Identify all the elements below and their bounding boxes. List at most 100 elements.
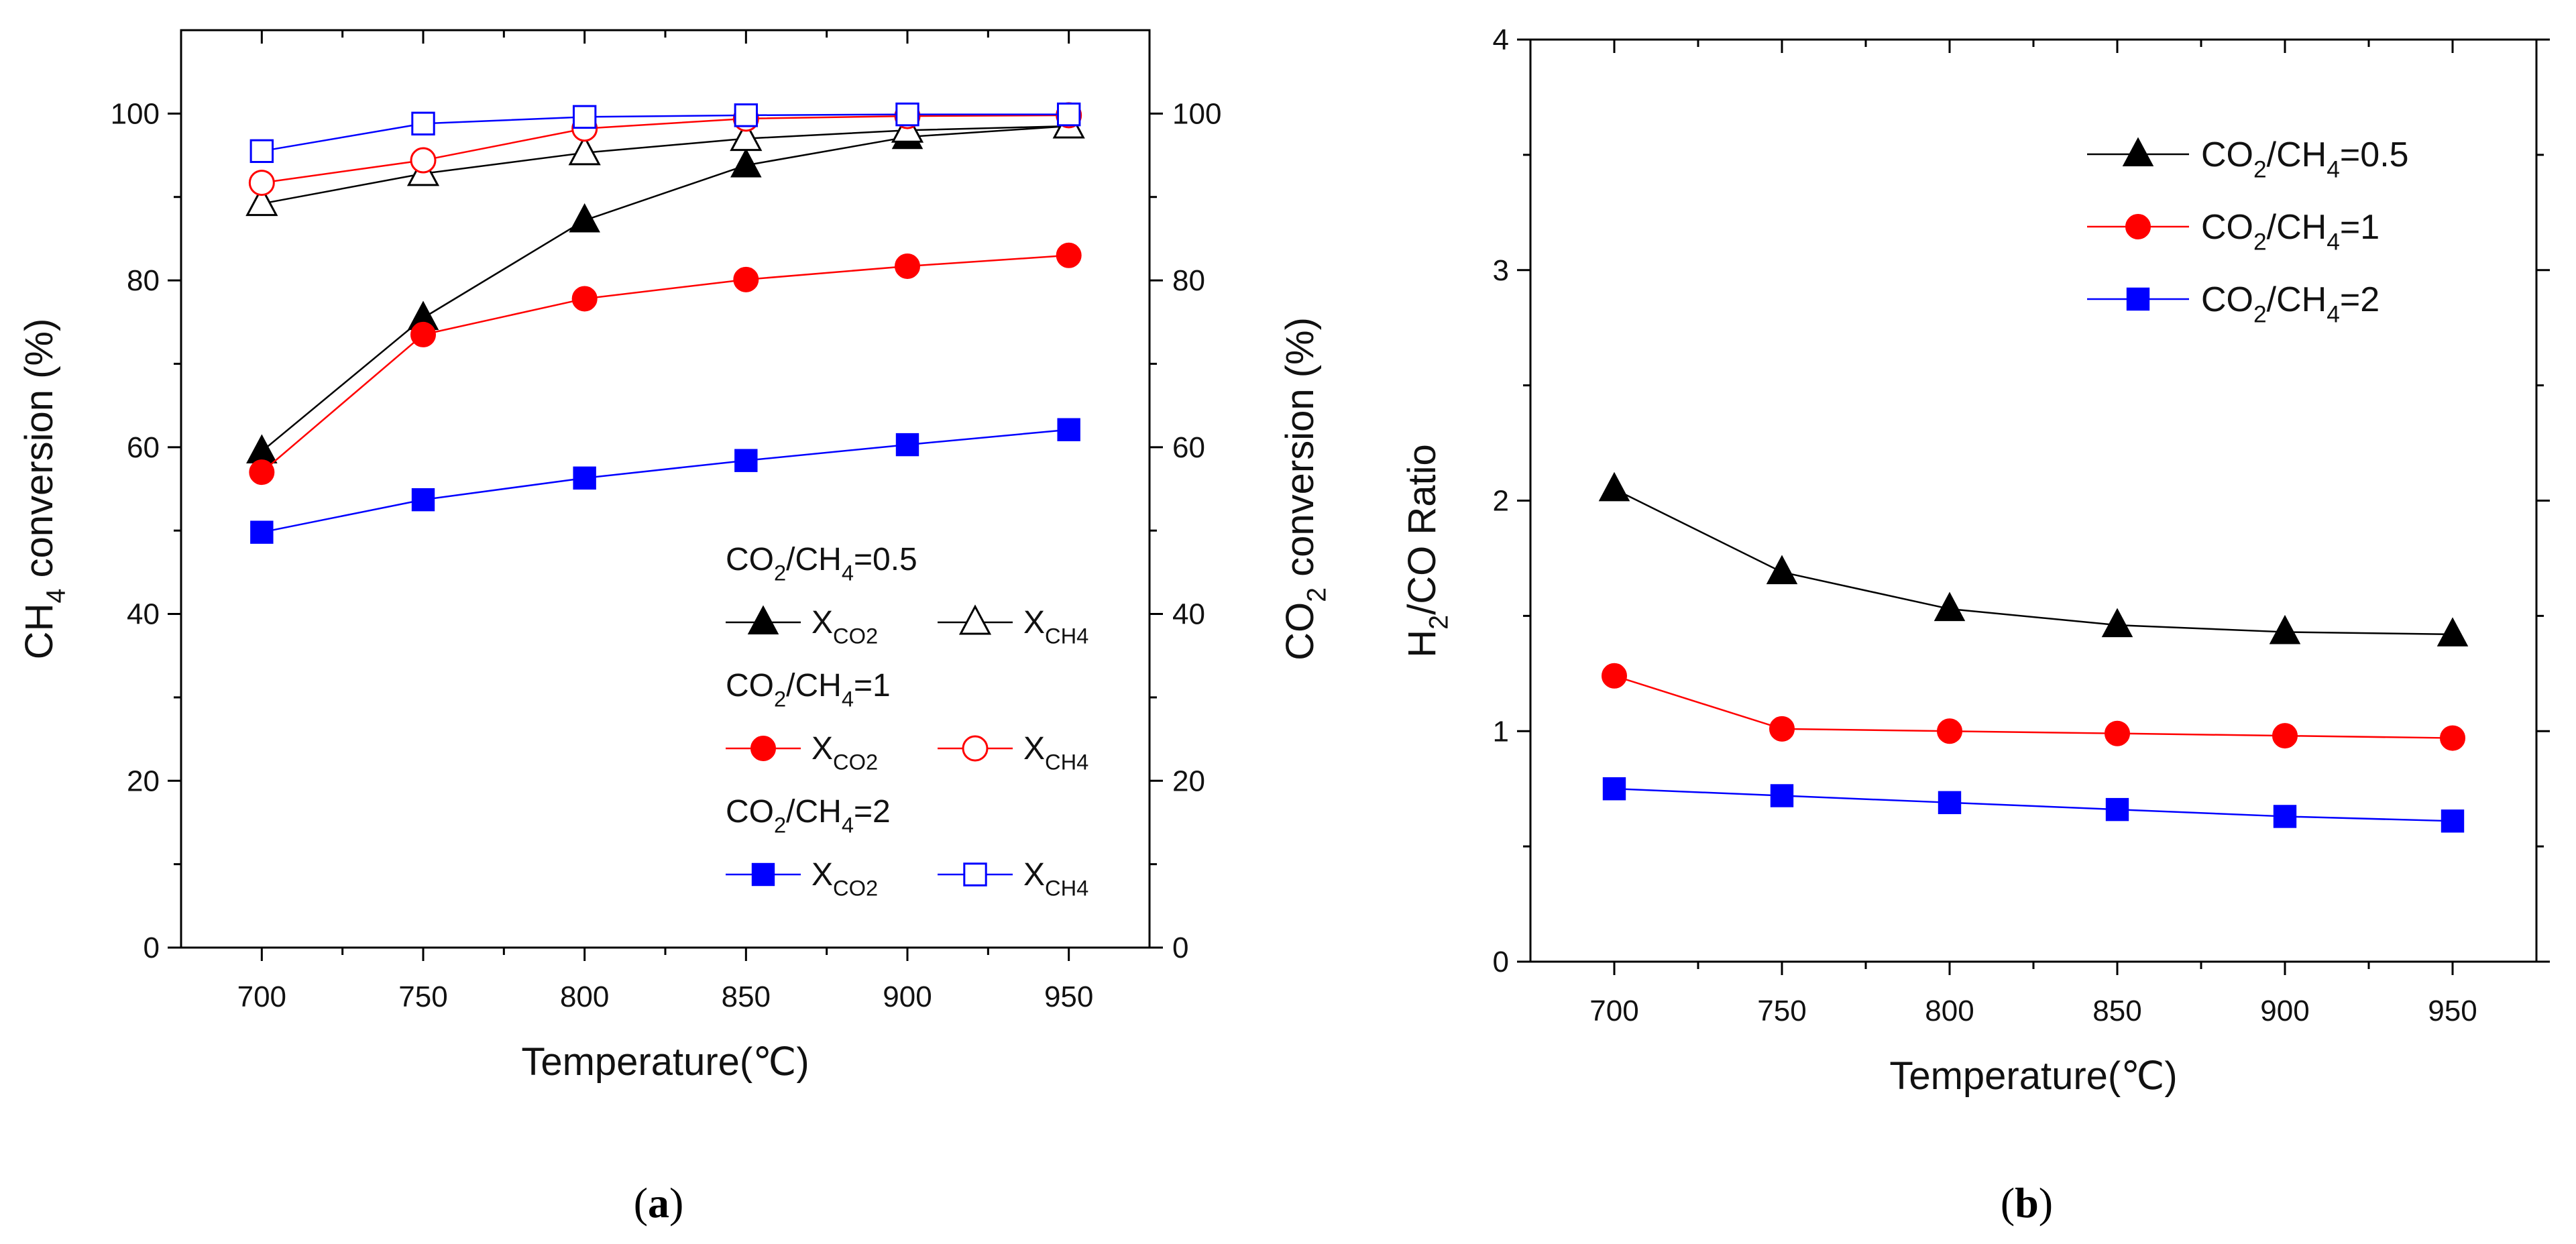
legend-group-title-part: 2 <box>774 686 786 711</box>
legend-group-title-part: 2 <box>774 812 786 837</box>
legend-marker <box>963 862 987 887</box>
y-right-tick-label: 20 <box>1172 765 1205 797</box>
x-tick-label: 800 <box>1925 995 1974 1027</box>
data-point-s0-3 <box>730 148 762 178</box>
y-right-tick-label: 100 <box>1172 97 1221 130</box>
data-point-s1-3 <box>730 121 763 152</box>
series-line-5 <box>262 113 1069 152</box>
data-point-s4-3 <box>734 449 758 472</box>
data-point-s1-2 <box>1937 718 1962 744</box>
series-line-2 <box>1614 787 2453 822</box>
x-tick-label: 700 <box>1589 995 1638 1027</box>
y-axis-label-part: H <box>1400 630 1444 658</box>
data-point-s1-0 <box>245 186 278 217</box>
data-point-s4-2 <box>573 466 596 490</box>
legend-entry-label: XCH4 <box>1023 857 1088 900</box>
data-point-s4-5 <box>1057 418 1080 441</box>
legend-group-title-part: =0.5 <box>854 542 917 577</box>
caption-open: ( <box>2001 1179 2015 1227</box>
caption-letter: a <box>648 1179 669 1227</box>
legend-marker <box>751 862 775 887</box>
y-tick-label: 0 <box>1493 946 1509 978</box>
series-line-1 <box>262 125 1069 205</box>
y-tick-label: 20 <box>127 765 160 797</box>
data-point-s0-0 <box>246 434 278 464</box>
legend-entry-label-part: CH4 <box>1045 749 1088 774</box>
y-right-tick-label: 40 <box>1172 598 1205 631</box>
y-tick-label: 1 <box>1493 715 1509 748</box>
legend-group-title-part: /CH <box>786 794 842 830</box>
legend-entry-label-part: X <box>811 857 833 893</box>
legend-marker <box>747 605 779 635</box>
legend-entry-label-part: 2 <box>2253 229 2267 256</box>
y-tick-label: 40 <box>127 598 160 631</box>
y-tick-label: 4 <box>1493 23 1509 56</box>
legend-entry-label-part: X <box>1023 605 1045 640</box>
y-right-tick-label: 80 <box>1172 264 1205 297</box>
data-point-s1-0 <box>1602 663 1627 689</box>
data-point-s2-2 <box>571 286 598 312</box>
y-tick-label: 60 <box>127 431 160 464</box>
legend-entry-label-part: =1 <box>2340 208 2379 247</box>
data-point-s4-1 <box>411 488 435 512</box>
x-tick-label: 950 <box>2428 995 2477 1027</box>
x-tick-label: 900 <box>2260 995 2309 1027</box>
legend-group-title-part: 4 <box>842 560 854 585</box>
legend-entry-label-part: /CH <box>2267 135 2327 174</box>
data-point-s2-2 <box>1938 791 1962 815</box>
legend-group-title-part: =2 <box>854 794 891 830</box>
legend-marker <box>2126 287 2150 311</box>
data-point-s2-3 <box>2105 797 2129 822</box>
y-axis-label-left-part: conversion (%) <box>17 319 61 589</box>
legend-marker <box>750 736 776 761</box>
legend-entry-label-part: =0.5 <box>2340 135 2409 174</box>
y-axis-label-part: 2 <box>1424 615 1454 630</box>
data-point-s0-4 <box>2269 614 2301 644</box>
data-point-s4-0 <box>250 520 274 544</box>
legend-entry-label: XCO2 <box>811 857 878 900</box>
data-point-s3-1 <box>410 147 437 174</box>
y-right-tick-label: 60 <box>1172 431 1205 464</box>
caption-close: ) <box>2039 1179 2053 1227</box>
panel-a-chart: 700 750 800 850 900 950 0 0 20 20 40 40 60 60 80 80 100 1… <box>17 29 1332 1227</box>
data-point-s4-4 <box>895 433 919 457</box>
x-tick-label: 750 <box>398 980 447 1013</box>
legend-entry-label: XCO2 <box>811 731 878 774</box>
legend-group-title: CO2/CH4=2 <box>726 794 891 837</box>
panel-caption: (a) <box>634 1179 684 1227</box>
data-point-s2-4 <box>895 253 920 279</box>
panel-caption: (b) <box>2001 1179 2053 1227</box>
y-tick-label: 2 <box>1493 485 1509 518</box>
data-point-s0-5 <box>2437 617 2469 646</box>
data-point-s1-3 <box>2105 720 2130 746</box>
data-point-s2-0 <box>249 459 275 486</box>
legend-entry-label-part: 4 <box>2327 157 2340 183</box>
legend-entry-label-part: CO <box>2201 135 2253 174</box>
legend-group-title-part: CO <box>726 794 774 830</box>
plot-frame <box>1529 38 2538 963</box>
legend-entry-label-part: X <box>811 731 833 767</box>
data-point-s5-3 <box>734 103 759 127</box>
x-tick-label: 700 <box>237 980 286 1013</box>
legend-group-title-part: 4 <box>842 686 854 711</box>
y-axis-label-right-part: conversion (%) <box>1278 317 1322 587</box>
legend-entry-label-part: 2 <box>2253 157 2267 183</box>
legend-entry-label-part: /CH <box>2267 208 2327 247</box>
plot-frame <box>180 29 1151 949</box>
legend-entry-label-part: CO2 <box>833 749 878 774</box>
x-axis-label: Temperature(℃) <box>1889 1054 2177 1098</box>
legend-entry-label-part: X <box>811 605 833 640</box>
series-line-3 <box>262 114 1069 184</box>
data-point-s5-0 <box>249 139 274 164</box>
data-point-s2-0 <box>1602 777 1626 801</box>
data-point-s2-5 <box>1056 242 1082 268</box>
data-point-s0-1 <box>1766 555 1798 585</box>
legend-group-title-part: CO <box>726 668 774 703</box>
y-right-tick-label: 0 <box>1172 931 1188 964</box>
legend-entry-label-part: X <box>1023 731 1045 767</box>
series-line-4 <box>262 429 1069 533</box>
data-point-s5-2 <box>572 105 597 129</box>
legend-entry-label-part: CH4 <box>1045 875 1088 900</box>
legend-entry-label: XCO2 <box>811 605 878 648</box>
